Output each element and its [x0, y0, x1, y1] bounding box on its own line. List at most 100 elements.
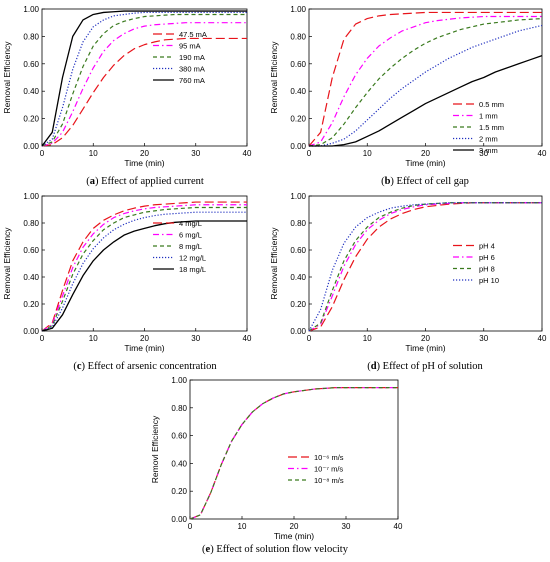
legend-label: 8 mg/L	[179, 242, 202, 251]
panel-caption: (b) Effect of cell gap	[381, 176, 469, 187]
legend-label: pH 10	[479, 276, 499, 285]
x-tick-label: 30	[191, 149, 200, 158]
chart-panel-a: 0.00 0.20 0.40 0.60 0.80 1.00 0 10 20 30 40 Time (m…	[2, 5, 252, 187]
series-line-3	[308, 17, 543, 147]
legend-label: 6 mg/L	[179, 230, 202, 239]
panel-caption: (e) Effect of solution flow velocity	[202, 544, 349, 555]
y-tick-label: 0.60	[23, 60, 39, 69]
x-tick-label: 40	[394, 522, 403, 531]
x-tick-label: 20	[140, 334, 149, 343]
y-tick-label: 0.40	[171, 459, 187, 468]
x-tick-label: 20	[421, 334, 430, 343]
plot-frame	[41, 195, 248, 332]
x-axis-label: Time (min)	[124, 158, 164, 168]
x-tick-label: 30	[479, 149, 488, 158]
series-line-3	[41, 13, 247, 147]
y-tick-label: 1.00	[290, 5, 306, 14]
series-line-4	[308, 202, 542, 332]
plot-frame	[41, 8, 248, 147]
y-tick-label: 0.20	[290, 115, 306, 124]
y-tick-label: 1.00	[23, 192, 39, 201]
legend-label: 2 mm	[479, 134, 498, 143]
y-tick-label: 0.20	[23, 300, 39, 309]
series-line-3	[189, 387, 398, 520]
x-tick-label: 10	[89, 334, 98, 343]
x-tick-label: 0	[40, 149, 45, 158]
x-tick-label: 20	[421, 149, 430, 158]
x-axis-label: Time (min)	[405, 158, 445, 168]
series-line-5	[41, 10, 247, 147]
panel-caption: (a) Effect of applied current	[86, 176, 204, 187]
y-tick-label: 0.80	[171, 404, 187, 413]
y-axis-label: Removal Efficiency	[269, 41, 279, 114]
x-tick-label: 10	[363, 149, 372, 158]
x-tick-label: 20	[290, 522, 299, 531]
y-tick-label: 0.00	[23, 327, 39, 336]
legend-label: pH 8	[479, 264, 495, 273]
x-axis-label: Time (min)	[124, 343, 164, 353]
legend-label: 1 mm	[479, 111, 498, 120]
legend-label: 760 mA	[179, 76, 205, 85]
y-tick-label: 1.00	[290, 192, 306, 201]
chart-panel-c: 0.00 0.20 0.40 0.60 0.80 1.00 0 10 20 30 40 Time (m…	[2, 192, 252, 372]
panel-caption: (c) Effect of arsenic concentration	[73, 361, 217, 372]
series-line-2	[41, 22, 247, 147]
series-line-2	[308, 202, 542, 332]
x-axis-label: Time (min)	[405, 343, 445, 353]
x-tick-label: 0	[188, 522, 193, 531]
x-tick-label: 40	[243, 149, 252, 158]
y-tick-label: 0.60	[171, 432, 187, 441]
y-tick-label: 0.00	[290, 327, 306, 336]
legend-label: 4 mg/L	[179, 219, 202, 228]
legend-label: 95 mA	[179, 41, 201, 50]
y-tick-label: 0.60	[23, 246, 39, 255]
series-line-1	[308, 11, 542, 147]
legend-label: 0.5 mm	[479, 100, 504, 109]
series-line-5	[309, 54, 543, 147]
chart-panel-e: 0.00 0.20 0.40 0.60 0.80 1.00 0 10 20 30 40 Time (m…	[150, 376, 403, 555]
y-tick-label: 0.00	[171, 515, 187, 524]
series-line-4	[41, 11, 247, 147]
y-tick-label: 0.40	[23, 87, 39, 96]
y-axis-label: Removal Efficiency	[2, 41, 12, 114]
y-tick-label: 0.20	[171, 487, 187, 496]
y-tick-label: 0.40	[290, 273, 306, 282]
y-tick-label: 1.00	[171, 376, 187, 385]
series-line-2	[189, 387, 398, 520]
series-line-1	[41, 37, 247, 147]
legend-label: 1.5 mm	[479, 123, 504, 132]
series-line-1	[189, 387, 398, 520]
legend-label: 47.5 mA	[179, 30, 207, 39]
y-tick-label: 0.60	[290, 246, 306, 255]
x-tick-label: 30	[342, 522, 351, 531]
y-tick-label: 0.40	[290, 87, 306, 96]
plot-frame	[189, 379, 399, 520]
series-line-1	[41, 201, 247, 332]
y-tick-label: 0.60	[290, 60, 306, 69]
legend-label: pH 4	[479, 241, 495, 250]
x-tick-label: 0	[307, 149, 312, 158]
legend-label: 12 mg/L	[179, 253, 206, 262]
y-tick-label: 0.80	[23, 219, 39, 228]
series-line-4	[309, 24, 543, 147]
y-tick-label: 0.80	[290, 32, 306, 41]
plot-frame	[308, 195, 543, 332]
series-line-3	[308, 202, 542, 332]
y-tick-label: 0.80	[290, 219, 306, 228]
legend-label: 3 mm	[479, 146, 498, 155]
legend-label: 18 mg/L	[179, 265, 206, 274]
legend-label: 10⁻⁸ m/s	[314, 476, 344, 485]
legend-label: pH 6	[479, 253, 495, 262]
y-axis-label: Removal Efficiency	[2, 227, 12, 300]
x-tick-label: 0	[40, 334, 45, 343]
y-tick-label: 0.40	[23, 273, 39, 282]
y-axis-label: Removal Efficiency	[269, 227, 279, 300]
x-tick-label: 20	[140, 149, 149, 158]
legend-label: 10⁻⁷ m/s	[314, 464, 343, 473]
plot-frame	[308, 8, 543, 147]
chart-panel-d: 0.00 0.20 0.40 0.60 0.80 1.00 0 10 20 30 40 Time (m…	[269, 192, 547, 372]
legend-label: 380 mA	[179, 64, 205, 73]
panel-caption: (d) Effect of pH of solution	[367, 361, 483, 372]
y-tick-label: 1.00	[23, 5, 39, 14]
